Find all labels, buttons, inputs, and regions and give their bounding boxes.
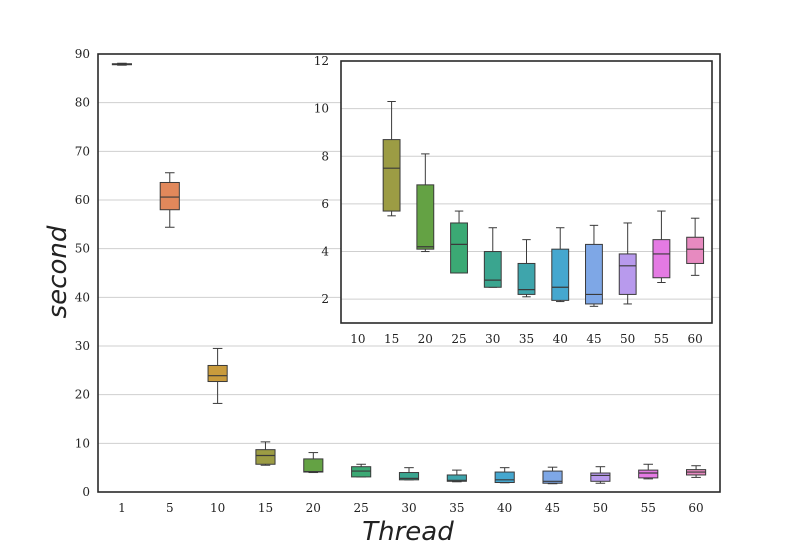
main-y-tick-label-9: 90 (75, 47, 90, 61)
x-axis-title: Thread (362, 517, 454, 547)
y-axis-title: second (43, 225, 73, 318)
inset-x-tick-label-1: 15 (384, 332, 399, 346)
main-y-tick-label-4: 40 (75, 290, 90, 304)
inset-y-tick-label-3: 8 (321, 149, 329, 163)
inset-box-3 (450, 222, 468, 274)
main-y-tick-label-7: 70 (75, 144, 90, 158)
inset-y-tick-label-0: 2 (321, 292, 329, 306)
main-box-6 (398, 472, 420, 481)
inset-x-tick-label-9: 55 (654, 332, 669, 346)
inset-box-4 (483, 251, 502, 288)
inset-frame (340, 60, 713, 324)
main-box-4 (303, 458, 324, 473)
main-x-tick-label-11: 55 (641, 501, 656, 515)
main-box-2 (207, 364, 228, 383)
main-box-1 (159, 181, 180, 211)
main-box-8 (494, 471, 515, 484)
main-box-3 (255, 449, 276, 465)
inset-box-8 (618, 253, 637, 295)
inset-y-tick-label-2: 6 (321, 197, 329, 211)
main-x-tick-label-10: 50 (593, 501, 608, 515)
inset-plot: 2 4 6 8 10 12 10 15 20 25 30 35 40 45 50 55 60 (314, 54, 713, 346)
inset-x-tick-label-5: 35 (519, 332, 534, 346)
main-x-tick-label-6: 30 (401, 501, 416, 515)
inset-box-9 (652, 239, 671, 279)
inset-x-tick-label-6: 40 (553, 332, 568, 346)
main-x-tick-label-1: 5 (166, 501, 174, 515)
main-x-tick-label-12: 60 (688, 501, 703, 515)
main-frame (97, 53, 721, 493)
main-y-tick-label-3: 30 (75, 339, 90, 353)
main-box-5 (351, 466, 372, 478)
main-x-tick-label-0: 1 (118, 501, 126, 515)
main-box-11 (638, 469, 659, 479)
main-x-tick-label-4: 20 (306, 501, 321, 515)
inset-y-tick-label-4: 10 (314, 102, 329, 116)
main-x-tick-label-9: 45 (545, 501, 560, 515)
inset-box-2 (416, 184, 435, 250)
main-box-10 (590, 472, 611, 482)
main-y-tick-label-1: 10 (75, 436, 90, 450)
main-x-tick-label-5: 25 (354, 501, 369, 515)
inset-box-7 (585, 243, 603, 305)
main-y-tick-label-6: 60 (75, 193, 90, 207)
inset-box-1 (382, 139, 401, 212)
main-y-tick-label-2: 20 (75, 388, 90, 402)
inset-box-5 (517, 262, 536, 295)
inset-x-tick-label-8: 50 (620, 332, 635, 346)
inset-x-tick-label-10: 60 (687, 332, 702, 346)
main-y-tick-label-8: 80 (75, 96, 90, 110)
inset-box-6 (551, 248, 570, 301)
main-x-tick-label-8: 40 (497, 501, 512, 515)
inset-x-tick-label-2: 20 (418, 332, 433, 346)
inset-x-tick-label-0: 10 (350, 332, 365, 346)
main-x-tick-label-7: 35 (449, 501, 464, 515)
main-box-9 (542, 470, 563, 484)
inset-box-10 (686, 236, 705, 264)
main-x-tick-label-2: 10 (210, 501, 225, 515)
inset-x-tick-label-4: 30 (485, 332, 500, 346)
inset-x-tick-label-3: 25 (451, 332, 466, 346)
inset-x-tick-label-7: 45 (586, 332, 601, 346)
main-x-tick-label-3: 15 (258, 501, 273, 515)
inset-y-tick-label-5: 12 (314, 54, 329, 68)
inset-y-tick-label-1: 4 (321, 245, 329, 259)
main-box-7 (446, 474, 467, 482)
main-y-tick-label-5: 50 (75, 242, 90, 256)
main-y-tick-label-0: 0 (82, 485, 90, 499)
